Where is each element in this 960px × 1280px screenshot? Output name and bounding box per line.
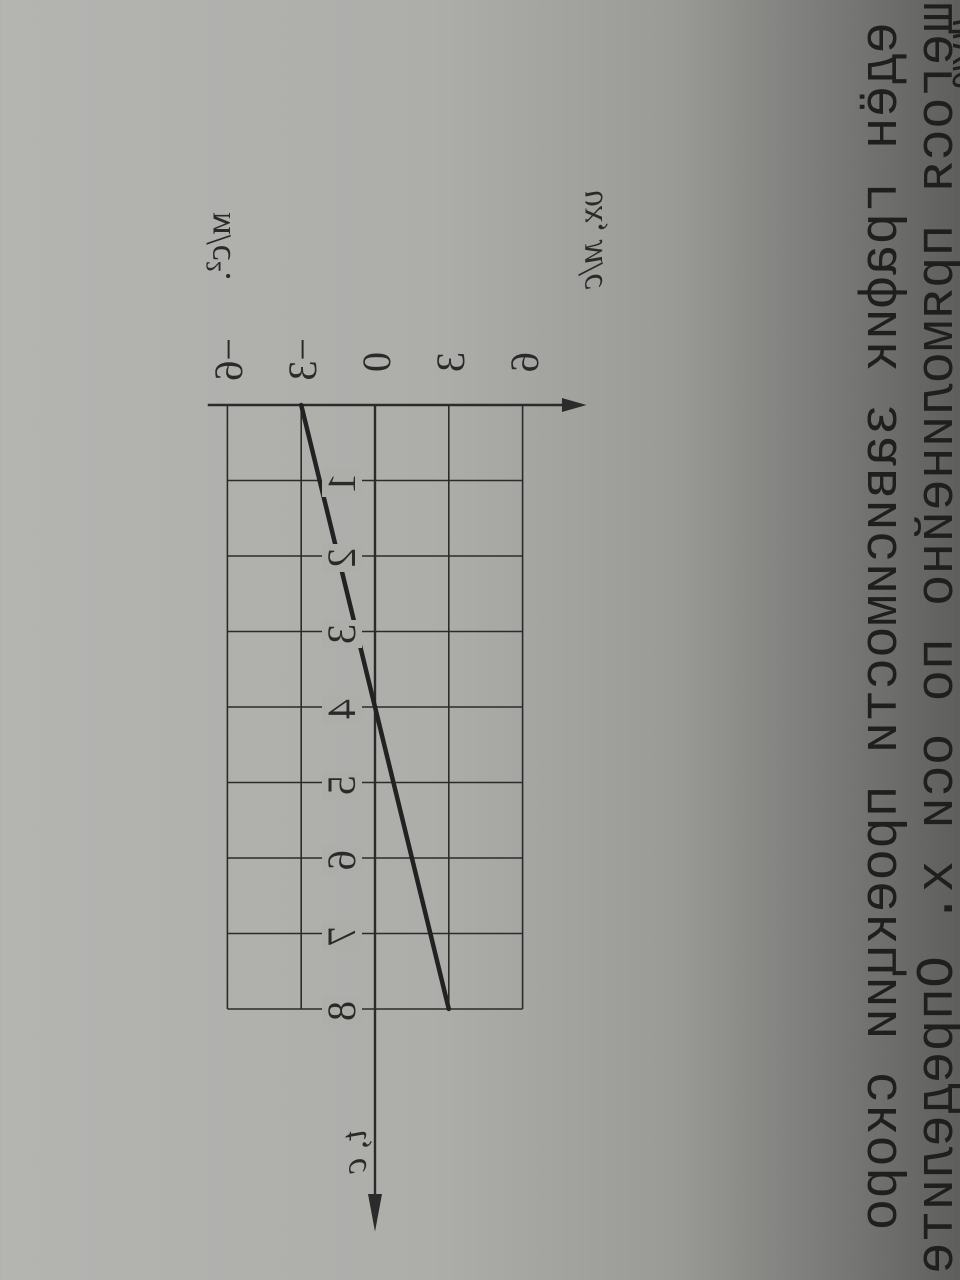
- y-axis-label: υx, м/с: [570, 190, 610, 290]
- y-tick-label: −6: [206, 338, 252, 381]
- answer-unit: м/с².: [198, 212, 238, 281]
- problem-text-line-1: едён график зависимости проекции скоро: [852, 22, 912, 1231]
- y-tick-label: 6: [501, 352, 547, 372]
- x-tick-label: 3: [319, 619, 364, 648]
- y-tick-label: −3: [280, 338, 326, 381]
- y-tick-label: 0: [354, 352, 399, 372]
- x-axis-arrow-icon: [368, 1193, 382, 1232]
- x-tick-label: 8: [319, 997, 364, 1025]
- y-axis-arrow-icon: [561, 398, 587, 412]
- velocity-line-segment: [372, 704, 452, 1012]
- y-tick-label: 3: [427, 352, 473, 372]
- x-tick-label: 7: [319, 921, 364, 950]
- x-tick-label: 2: [319, 544, 364, 572]
- x-axis-label: t, с: [334, 1130, 374, 1174]
- x-tick-label: 6: [319, 846, 364, 874]
- x-tick-label: 5: [319, 770, 364, 799]
- x-tick-label: 4: [319, 695, 364, 723]
- problem-text-line-2: щегося прямолинейно по оси x. Определите: [908, 2, 960, 1275]
- x-tick-label: 1: [319, 468, 364, 497]
